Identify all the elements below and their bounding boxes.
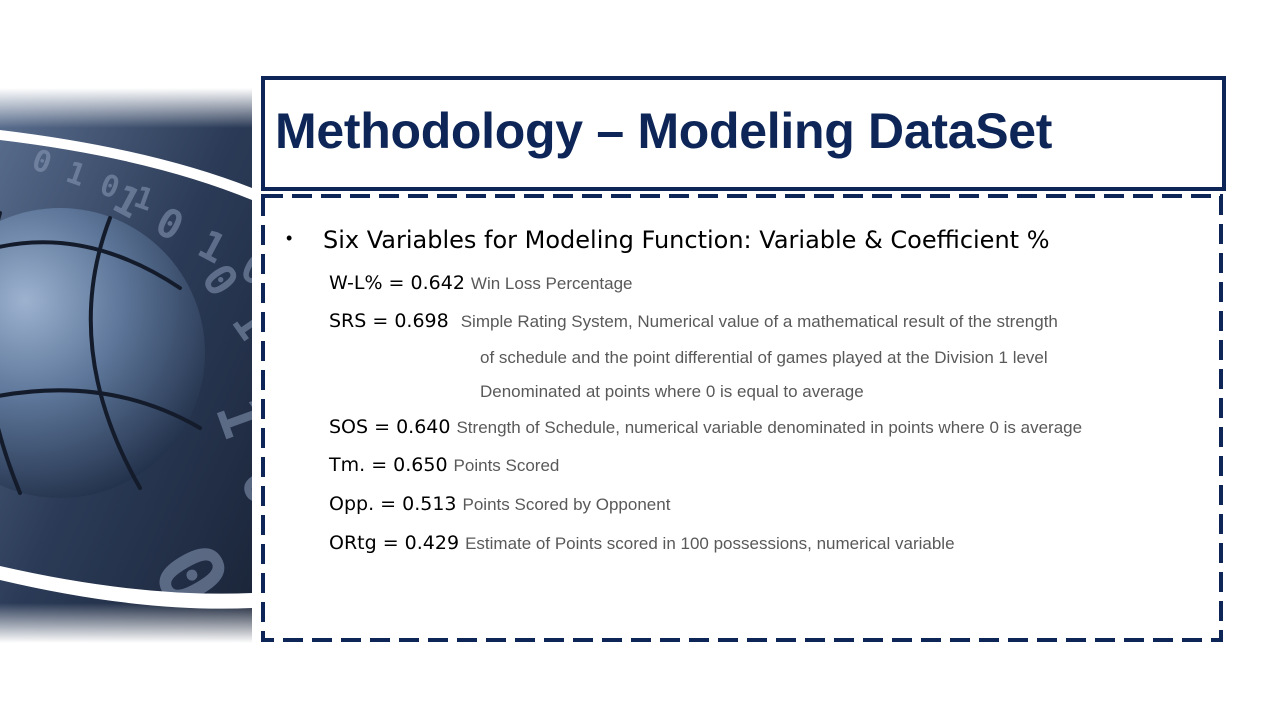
variable-description: Points Scored by Opponent [462,495,671,514]
variable-label: Opp. = 0.513 [329,493,457,515]
variable-label: SOS = 0.640 [329,416,451,438]
slide-title: Methodology – Modeling DataSet [275,103,1053,159]
bullet-marker: • [286,228,293,248]
variable-row-tm: Tm. = 0.650 Points Scored [329,454,559,476]
title-box: Methodology – Modeling DataSet [261,76,1226,191]
variable-description: Win Loss Percentage [470,274,633,293]
variable-description: Points Scored [453,456,560,475]
variable-row-sos: SOS = 0.640 Strength of Schedule, numeric… [329,416,1082,438]
variable-label: W-L% = 0.642 [329,272,465,294]
variable-label: ORtg = 0.429 [329,532,460,554]
variable-row-ortg: ORtg = 0.429 Estimate of Points scored in… [329,532,955,554]
section-heading: Six Variables for Modeling Function: Var… [323,226,1050,254]
variable-description: Estimate of Points scored in 100 possess… [465,534,955,553]
variable-row-wl: W-L% = 0.642 Win Loss Percentage [329,272,633,294]
variable-label: Tm. = 0.650 [329,454,448,476]
basketball-graphic: 0 1 0 1 1 0 1 0 1 0 1 1 0 1 0 0 [0,88,252,643]
variable-description: Simple Rating System, Numerical value of… [460,312,1058,331]
variable-description-continued: Denominated at points where 0 is equal t… [480,382,864,401]
variable-description: Strength of Schedule, numerical variable… [456,418,1083,437]
basketball-image: 0 1 0 1 1 0 1 0 1 0 1 1 0 1 0 0 [0,88,252,643]
variable-label: SRS = 0.698 [329,310,449,332]
variable-description-continued: of schedule and the point differential o… [480,348,1048,367]
content-frame [261,194,1223,642]
variable-row-opp: Opp. = 0.513 Points Scored by Opponent [329,493,670,515]
variable-row-srs: SRS = 0.698 Simple Rating System, Numeric… [329,310,1058,332]
